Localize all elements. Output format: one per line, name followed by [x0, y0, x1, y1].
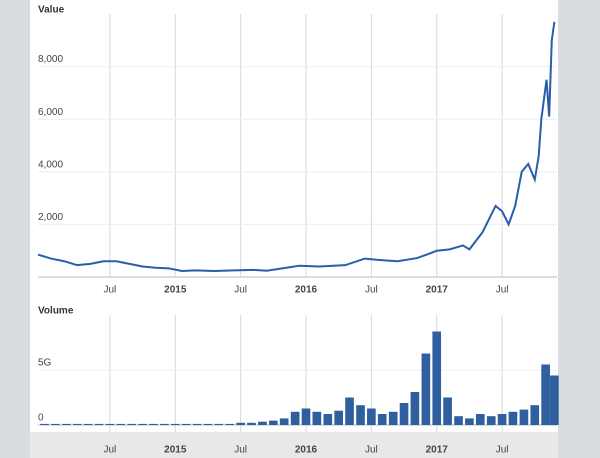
bar: [541, 364, 550, 425]
y-tick-label: 6,000: [38, 107, 63, 118]
x-tick-label: 2016: [295, 285, 318, 296]
x-tick-label: Jul: [496, 445, 509, 456]
bar: [94, 423, 104, 425]
bar: [334, 410, 344, 425]
y-axis-label: Volume: [38, 306, 74, 317]
line: [37, 21, 556, 272]
bar: [214, 423, 224, 425]
panel: [30, 0, 558, 432]
bar: [127, 423, 137, 425]
x-tick-label: 2015: [164, 445, 187, 456]
bar: [508, 411, 518, 425]
x-tick-label: Jul: [234, 445, 247, 456]
bar: [323, 414, 333, 425]
bar: [550, 375, 559, 425]
bar: [236, 422, 245, 425]
bar: [475, 414, 485, 425]
bar: [290, 411, 300, 425]
bar: [105, 423, 115, 425]
x-tick-label: Jul: [365, 445, 378, 456]
bar: [62, 423, 71, 425]
bar: [367, 408, 376, 425]
x-tick-label: Jul: [365, 285, 378, 296]
bar: [181, 423, 191, 425]
bar: [432, 331, 442, 425]
x-tick-label: 2015: [164, 285, 187, 296]
bar: [258, 421, 267, 425]
y-tick-label: 2,000: [38, 212, 63, 223]
x-tick-label: Jul: [234, 285, 247, 296]
bar: [203, 423, 213, 425]
bar: [40, 423, 49, 425]
bar: [312, 411, 322, 425]
x-tick-label: 2016: [295, 445, 318, 456]
bar: [72, 423, 82, 425]
bar: [410, 392, 420, 425]
bar: [160, 423, 169, 425]
bar: [486, 416, 496, 425]
bar: [116, 423, 126, 425]
x-tick-label: 2017: [426, 445, 449, 456]
bar: [421, 353, 431, 425]
y-tick-label: 0: [38, 413, 44, 424]
y-axis-label: Value: [38, 5, 65, 16]
bar: [83, 423, 93, 425]
x-tick-label: 2017: [426, 285, 449, 296]
bar: [530, 405, 540, 425]
axis-strip: [30, 432, 558, 458]
bar: [454, 416, 463, 425]
bar: [192, 423, 202, 425]
y-tick-label: 4,000: [38, 159, 63, 170]
bar: [388, 411, 398, 425]
bar: [138, 423, 147, 425]
x-tick-label: Jul: [496, 285, 509, 296]
bar: [399, 403, 409, 425]
bar: [149, 423, 158, 425]
y-tick-label: 8,000: [38, 54, 63, 65]
bar: [279, 418, 289, 425]
bar: [51, 423, 60, 425]
bar: [268, 420, 278, 425]
bar: [443, 397, 452, 425]
bar: [377, 414, 387, 425]
x-tick-label: Jul: [104, 445, 117, 456]
bar: [356, 405, 365, 425]
x-tick-label: Jul: [104, 285, 117, 296]
bar: [497, 414, 507, 425]
bar: [345, 397, 354, 425]
bar: [170, 423, 180, 425]
bar: [465, 418, 474, 425]
y-tick-label: 5G: [38, 358, 52, 369]
bar: [519, 409, 529, 425]
bar: [301, 408, 311, 425]
bar: [225, 423, 235, 425]
bar: [247, 422, 256, 425]
